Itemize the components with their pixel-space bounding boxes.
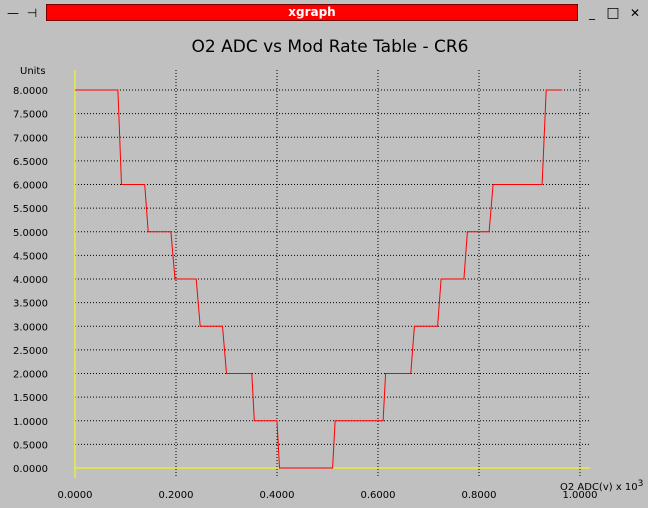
tick-labels: 0.0000 0.5000 1.0000 1.5000 2.0000 2.5000 3.00…	[13, 86, 598, 501]
x-tick-label: 0.2000	[159, 490, 194, 501]
grid-lines	[75, 70, 590, 478]
x-axis-label-exponent: 3	[638, 479, 644, 489]
y-tick-label: 6.5000	[13, 157, 48, 168]
x-tick-label: 1.0000	[563, 490, 598, 501]
pin-icon[interactable]: ⊣	[26, 6, 38, 20]
y-tick-label: 7.5000	[13, 110, 48, 121]
y-axis-label: Units	[20, 66, 46, 77]
maximize-icon[interactable]: □	[606, 5, 620, 21]
window-title-strip[interactable]: xgraph	[46, 4, 578, 21]
close-icon[interactable]: ✕	[629, 6, 641, 20]
y-tick-label: 7.0000	[13, 133, 48, 144]
y-tick-label: 4.5000	[13, 251, 48, 262]
chart-title: O2 ADC vs Mod Rate Table - CR6	[192, 37, 469, 57]
x-tick-label: 0.6000	[361, 490, 396, 501]
y-tick-label: 3.5000	[13, 299, 48, 310]
window-menu-icon[interactable]: —	[7, 6, 19, 20]
y-tick-label: 0.0000	[13, 464, 48, 475]
x-tick-label: 0.4000	[260, 490, 295, 501]
y-tick-label: 8.0000	[13, 86, 48, 97]
y-tick-label: 5.5000	[13, 204, 48, 215]
y-tick-label: 6.0000	[13, 181, 48, 192]
x-axis-label-text: O2 ADC(v) x 10	[560, 482, 638, 493]
title-bar[interactable]: — ⊣ xgraph _ □ ✕	[0, 0, 648, 26]
y-tick-label: 0.5000	[13, 440, 48, 451]
y-tick-label: 2.5000	[13, 346, 48, 357]
y-tick-label: 1.0000	[13, 417, 48, 428]
chart-canvas: O2 ADC vs Mod Rate Table - CR6 Units O2 …	[13, 37, 643, 501]
y-tick-label: 4.0000	[13, 275, 48, 286]
window-title: xgraph	[288, 5, 336, 19]
y-tick-label: 3.0000	[13, 322, 48, 333]
data-series	[75, 89, 563, 469]
axes	[74, 70, 590, 478]
y-tick-label: 2.0000	[13, 370, 48, 381]
x-tick-label: 0.0000	[58, 490, 93, 501]
x-axis-label: O2 ADC(v) x 103	[560, 479, 643, 493]
series-line	[75, 89, 563, 469]
x-tick-label: 0.8000	[462, 490, 497, 501]
minimize-icon[interactable]: _	[589, 6, 595, 20]
y-tick-label: 5.0000	[13, 228, 48, 239]
y-tick-label: 1.5000	[13, 393, 48, 404]
